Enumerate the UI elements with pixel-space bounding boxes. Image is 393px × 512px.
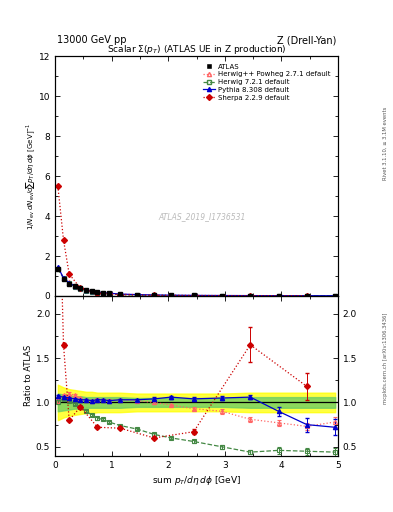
Y-axis label: Ratio to ATLAS: Ratio to ATLAS xyxy=(24,345,33,407)
X-axis label: sum $p_T/d\eta\,d\phi$ [GeV]: sum $p_T/d\eta\,d\phi$ [GeV] xyxy=(152,474,241,487)
Legend: ATLAS, Herwig++ Powheg 2.7.1 default, Herwig 7.2.1 default, Pythia 8.308 default: ATLAS, Herwig++ Powheg 2.7.1 default, He… xyxy=(201,62,332,102)
Text: ATLAS_2019_I1736531: ATLAS_2019_I1736531 xyxy=(158,212,246,221)
Text: Rivet 3.1.10, ≥ 3.1M events: Rivet 3.1.10, ≥ 3.1M events xyxy=(383,106,388,180)
Y-axis label: $1/N_\mathrm{ev}\ dN_\mathrm{ev}/d\!\sum\! p_T/d\eta\,d\phi\ [\mathrm{GeV}]^{-1}: $1/N_\mathrm{ev}\ dN_\mathrm{ev}/d\!\sum… xyxy=(24,122,37,230)
Text: mcplots.cern.ch [arXiv:1306.3436]: mcplots.cern.ch [arXiv:1306.3436] xyxy=(383,313,388,404)
Title: Scalar $\Sigma(p_T)$ (ATLAS UE in Z production): Scalar $\Sigma(p_T)$ (ATLAS UE in Z prod… xyxy=(107,44,286,56)
Text: Z (Drell-Yan): Z (Drell-Yan) xyxy=(277,35,336,45)
Text: 13000 GeV pp: 13000 GeV pp xyxy=(57,35,127,45)
